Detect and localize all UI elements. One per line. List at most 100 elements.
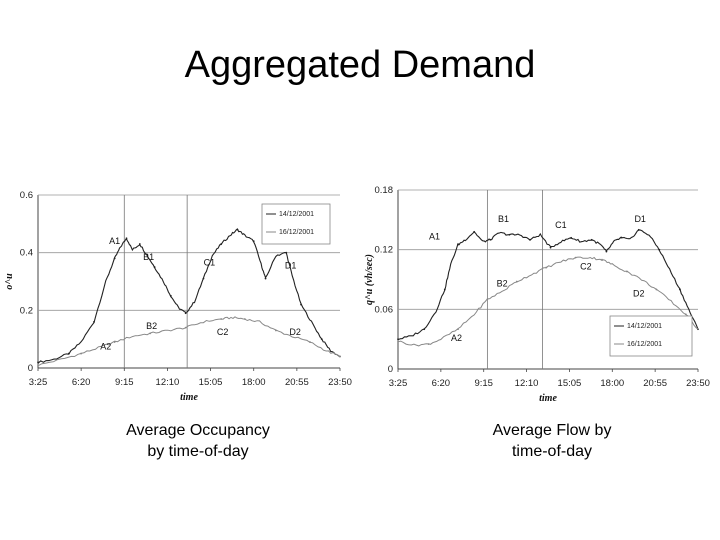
- data-point: [508, 233, 511, 236]
- x-tick-label: 23:50: [686, 378, 710, 389]
- data-point: [545, 266, 548, 269]
- flow-caption: Average Flow by time-of-day: [442, 420, 662, 462]
- x-tick-label: 15:05: [199, 377, 223, 388]
- flow-caption-line-1: Average Flow by: [492, 422, 612, 439]
- annotation-label-d2: D2: [633, 288, 645, 298]
- data-point: [601, 258, 603, 261]
- y-tick-label: 0.18: [375, 185, 394, 196]
- x-tick-label: 12:10: [515, 378, 539, 389]
- y-tick-label: 0.6: [20, 190, 33, 201]
- data-point: [184, 326, 187, 329]
- annotation-label-a1: A1: [429, 232, 440, 242]
- data-point: [605, 250, 608, 253]
- x-tick-label: 20:55: [643, 378, 667, 389]
- data-point: [220, 318, 223, 320]
- annotation-label-d2: D2: [289, 327, 301, 337]
- data-point: [93, 320, 95, 323]
- y-tick-label: 0.2: [20, 305, 33, 316]
- annotation-label-d1: D1: [285, 261, 297, 271]
- data-point: [423, 328, 426, 331]
- data-point: [590, 238, 593, 241]
- x-tick-label: 6:20: [72, 377, 91, 388]
- y-tick-label: 0.06: [375, 304, 394, 315]
- legend-entry-label: 14/12/2001: [279, 211, 314, 218]
- x-tick-label: 23:50: [328, 377, 352, 388]
- data-point: [309, 341, 311, 343]
- data-point: [138, 243, 141, 245]
- x-tick-label: 6:20: [432, 378, 451, 389]
- data-point: [202, 277, 205, 280]
- x-tick-label: 15:05: [558, 378, 582, 389]
- data-point: [489, 238, 492, 241]
- data-point: [37, 361, 39, 364]
- annotation-label-a2: A2: [100, 341, 111, 351]
- x-axis-label: time: [539, 393, 557, 404]
- annotation-label-c2: C2: [580, 262, 592, 272]
- data-point: [684, 313, 687, 316]
- annotation-label-c1: C1: [555, 220, 567, 230]
- legend-entry-label: 16/12/2001: [627, 341, 662, 348]
- occupancy-chart: 0 0.2 0.4 0.6 3:25 6:20 9:15 12:10 15:05 18:00 20:…: [4, 190, 352, 403]
- y-tick-label: 0.12: [375, 245, 394, 256]
- data-point: [570, 236, 573, 239]
- data-point: [243, 318, 246, 320]
- data-point: [427, 343, 430, 346]
- x-tick-label: 9:15: [474, 378, 493, 389]
- series-line-16-12-2001: [397, 256, 699, 347]
- data-point: [397, 340, 399, 343]
- data-point: [275, 329, 277, 332]
- data-point: [658, 248, 661, 251]
- y-axis-label: q^u (vh/sec): [364, 254, 375, 305]
- data-point: [252, 240, 255, 243]
- occupancy-caption: Average Occupancy by time-of-day: [88, 420, 308, 462]
- legend-box: [609, 315, 693, 357]
- annotation-label-a1: A1: [109, 236, 120, 246]
- data-point: [125, 237, 128, 240]
- data-point: [549, 246, 552, 249]
- data-point: [626, 270, 628, 273]
- data-point: [443, 288, 446, 291]
- series-line-14-12-2001: [397, 229, 699, 341]
- data-point: [473, 230, 476, 233]
- data-point: [149, 332, 152, 335]
- data-point: [236, 228, 239, 231]
- y-tick-label: 0.4: [20, 248, 33, 259]
- y-axis-label: o^u: [4, 273, 15, 290]
- data-point: [264, 277, 267, 280]
- legend-entry-label: 16/12/2001: [279, 229, 314, 236]
- data-point: [678, 288, 681, 291]
- x-tick-label: 9:15: [115, 377, 134, 388]
- annotation-label-c1: C1: [204, 258, 216, 268]
- data-point: [515, 280, 518, 283]
- y-tick-label: 0: [28, 363, 33, 374]
- data-point: [184, 312, 187, 315]
- data-point: [113, 257, 116, 260]
- data-point: [397, 338, 399, 341]
- data-point: [637, 228, 640, 231]
- y-tick-label: 0: [388, 364, 393, 375]
- data-point: [486, 298, 489, 301]
- data-point: [153, 266, 156, 268]
- annotation-label-a2: A2: [451, 333, 462, 343]
- data-point: [574, 256, 577, 259]
- occupancy-caption-line-1: Average Occupancy: [126, 422, 270, 439]
- annotation-label-b2: B2: [146, 321, 157, 331]
- data-point: [220, 243, 223, 245]
- x-tick-label: 18:00: [600, 378, 624, 389]
- x-tick-label: 20:55: [285, 377, 309, 388]
- x-tick-label: 3:25: [389, 378, 408, 389]
- annotation-label-d1: D1: [634, 214, 646, 224]
- x-axis-label: time: [180, 392, 198, 403]
- data-point: [457, 243, 459, 246]
- data-point: [113, 341, 116, 343]
- legend-entry-label: 14/12/2001: [627, 323, 662, 330]
- data-point: [529, 238, 531, 241]
- series-line-14-12-2001: [37, 228, 341, 364]
- data-point: [300, 303, 302, 306]
- data-point: [457, 328, 459, 331]
- annotation-label-b1: B1: [143, 252, 154, 262]
- annotation-label-c2: C2: [217, 327, 229, 337]
- x-tick-label: 18:00: [242, 377, 266, 388]
- flow-caption-line-2: time-of-day: [511, 443, 593, 460]
- data-point: [620, 236, 623, 239]
